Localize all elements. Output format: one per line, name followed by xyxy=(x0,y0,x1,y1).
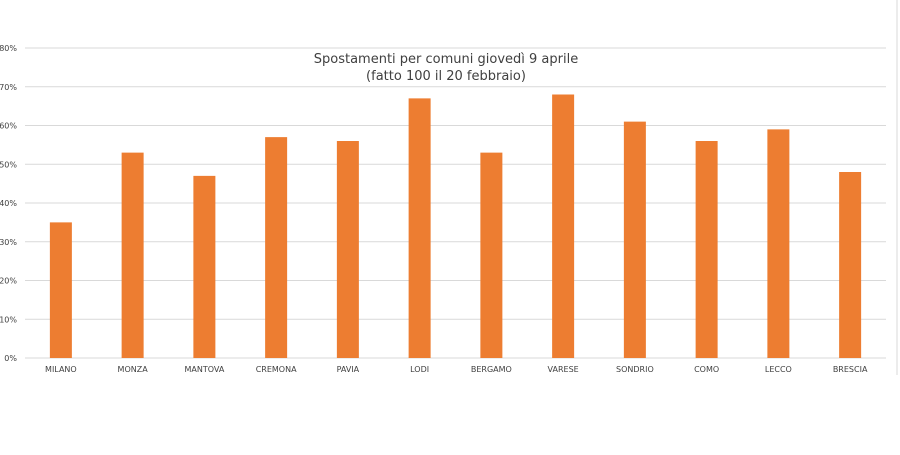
bar-lodi xyxy=(408,98,431,358)
bar-lecco xyxy=(767,129,790,358)
bar-varese xyxy=(552,94,575,358)
x-tick-label: COMO xyxy=(694,365,719,374)
y-tick-label: 0% xyxy=(4,354,17,363)
bar-brescia xyxy=(839,172,862,358)
y-tick-label: 30% xyxy=(0,238,17,247)
bar-mantova xyxy=(193,175,216,358)
bar-milano xyxy=(49,222,72,358)
y-tick-label: 10% xyxy=(0,315,17,324)
y-tick-label: 50% xyxy=(0,160,17,169)
y-tick-label: 20% xyxy=(0,277,17,286)
x-tick-label: PAVIA xyxy=(337,365,360,374)
x-tick-label: LECCO xyxy=(765,365,792,374)
x-tick-label: BERGAMO xyxy=(471,365,512,374)
y-tick-label: 60% xyxy=(0,122,17,131)
x-tick-label: SONDRIO xyxy=(616,365,654,374)
y-tick-label: 70% xyxy=(0,83,17,92)
bar-pavia xyxy=(336,141,359,358)
x-tick-label: MANTOVA xyxy=(184,365,224,374)
bar-monza xyxy=(121,152,144,358)
x-tick-label: MONZA xyxy=(118,365,149,374)
bar-como xyxy=(695,141,718,358)
bar-bergamo xyxy=(480,152,503,358)
y-tick-label: 40% xyxy=(0,199,17,208)
bar-cremona xyxy=(265,137,288,358)
x-tick-label: LODI xyxy=(410,365,429,374)
x-tick-label: BRESCIA xyxy=(833,365,868,374)
chart-title: Spostamenti per comuni giovedì 9 aprile xyxy=(314,52,578,67)
x-tick-label: CREMONA xyxy=(256,365,297,374)
bars xyxy=(49,94,862,358)
bar-sondrio xyxy=(623,121,646,358)
gridlines xyxy=(25,47,886,359)
x-axis-category-labels: MILANO MONZA MANTOVA CREMONA PAVIA LODI BERGAM… xyxy=(45,365,868,374)
x-tick-label: VARESE xyxy=(548,365,579,374)
y-axis-tick-labels: 0% 10% 20% 30% 40% 50% 60% 70% 80% xyxy=(0,44,17,363)
y-tick-label: 80% xyxy=(0,44,17,53)
x-tick-label: MILANO xyxy=(45,365,77,374)
chart-subtitle: (fatto 100 il 20 febbraio) xyxy=(366,69,526,84)
